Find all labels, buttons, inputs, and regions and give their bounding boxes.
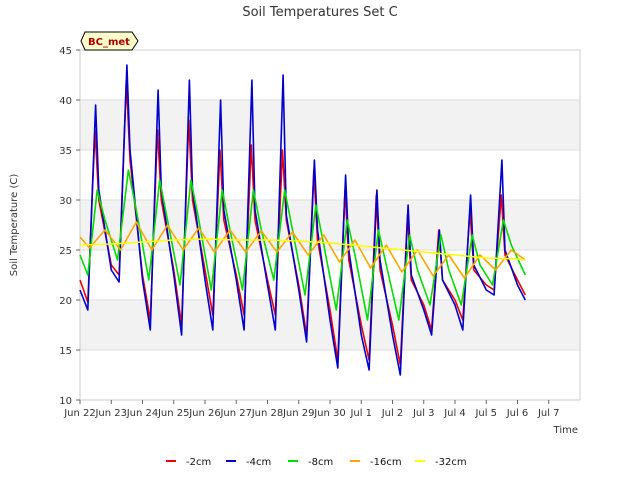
- series-line-32cmcm: [79, 238, 526, 261]
- x-tick-label: Jun 28: [251, 408, 284, 419]
- y-axis-ticks: 10 15 20 25 30 35 40 45: [59, 46, 80, 407]
- y-tick-label: 10: [59, 396, 72, 407]
- legend-label: -8cm: [308, 457, 333, 468]
- y-tick-label: 15: [59, 346, 72, 357]
- y-tick-label: 35: [59, 146, 72, 157]
- y-tick-label: 25: [59, 246, 72, 257]
- badge-label: BC_met: [88, 37, 130, 48]
- y-tick-label: 30: [59, 196, 72, 207]
- x-tick-label: Jul 6: [506, 408, 529, 419]
- y-axis-title: Soil Temperature (C): [9, 174, 20, 277]
- x-tick-label: Jun 22: [63, 408, 96, 419]
- series-line-16cmcm: [79, 221, 526, 279]
- y-tick-label: 45: [59, 46, 72, 57]
- x-axis-title: Time: [553, 425, 578, 436]
- legend-label: -2cm: [186, 457, 211, 468]
- series-lines: [79, 64, 527, 376]
- plot-band: [80, 50, 580, 100]
- plot-band: [80, 100, 580, 150]
- legend-label: -4cm: [246, 457, 271, 468]
- x-tick-label: Jun 25: [157, 408, 190, 419]
- x-tick-label: Jul 4: [443, 408, 466, 419]
- series-line-8cmcm: [79, 169, 527, 321]
- x-tick-label: Jun 27: [219, 408, 252, 419]
- legend: -2cm -4cm -8cm -16cm -32cm: [166, 457, 467, 468]
- x-tick-label: Jun 23: [94, 408, 127, 419]
- badge-shape: [80, 31, 139, 51]
- x-tick-label: Jun 24: [126, 408, 159, 419]
- x-tick-label: Jun 26: [188, 408, 221, 419]
- x-tick-label: Jul 7: [537, 408, 560, 419]
- series-line-4cmcm: [79, 64, 527, 376]
- x-tick-label: Jul 5: [474, 408, 497, 419]
- legend-label: -32cm: [435, 457, 467, 468]
- x-tick-label: Jul 3: [412, 408, 435, 419]
- x-tick-label: Jul 1: [349, 408, 372, 419]
- y-tick-label: 40: [59, 96, 72, 107]
- x-tick-label: Jun 29: [282, 408, 315, 419]
- plot-band: [80, 350, 580, 400]
- plot-band: [80, 150, 580, 200]
- station-badge: BC_met: [80, 31, 139, 51]
- chart-title: Soil Temperatures Set C: [242, 5, 397, 20]
- x-axis-ticks: Jun 22 Jun 23 Jun 24 Jun 25 Jun 26 Jun 27 Jun …: [63, 400, 560, 419]
- legend-label: -16cm: [370, 457, 402, 468]
- x-tick-label: Jul 2: [381, 408, 404, 419]
- y-tick-label: 20: [59, 296, 72, 307]
- x-tick-label: Jun 30: [313, 408, 346, 419]
